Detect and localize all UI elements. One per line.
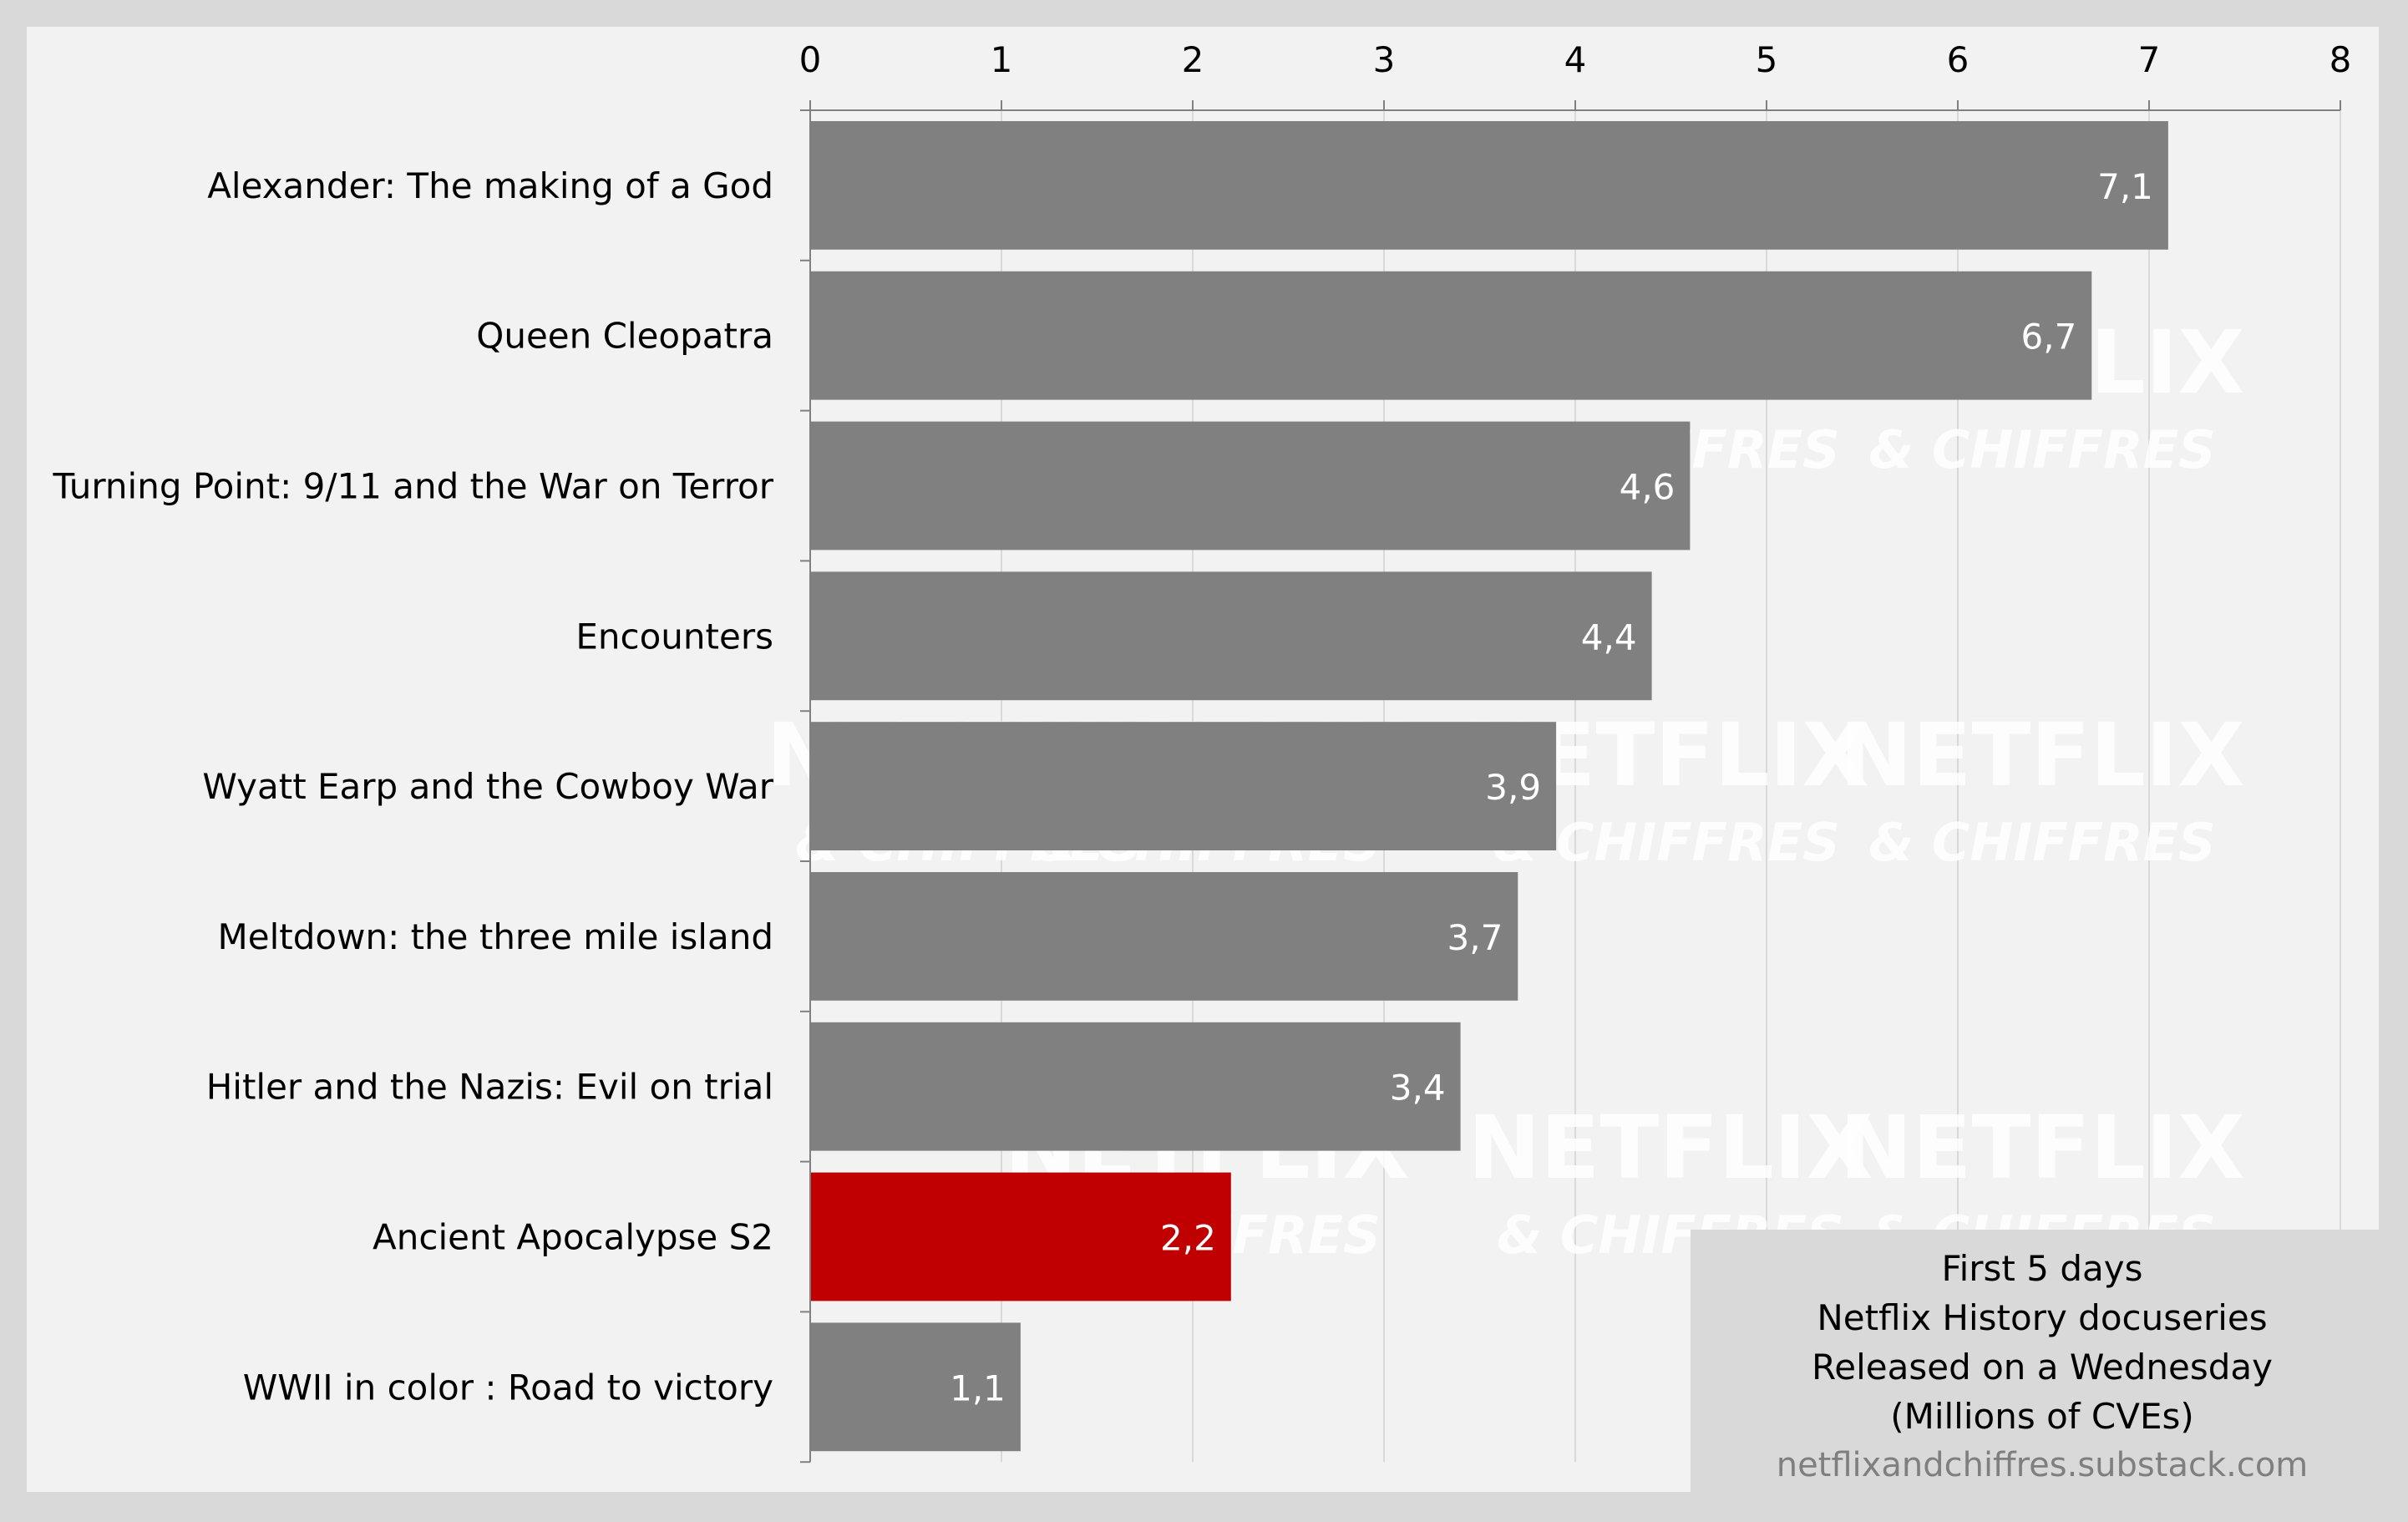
- bar: [810, 722, 1557, 850]
- info-box-background: [1691, 1230, 2379, 1492]
- x-tick-label: 7: [2138, 39, 2161, 80]
- x-tick-label: 5: [1756, 39, 1778, 80]
- watermark-sub: & CHIFFRES: [1868, 419, 2216, 480]
- bar: [810, 271, 2092, 400]
- bar: [810, 571, 1652, 701]
- watermark-brand: NETFLIX: [1468, 1097, 1873, 1199]
- x-tick-label: 1: [991, 39, 1013, 80]
- x-tick-label: 4: [1564, 39, 1587, 80]
- category-label: Ancient Apocalypse S2: [373, 1217, 773, 1258]
- info-line-4: (Millions of CVEs): [1890, 1396, 2194, 1437]
- category-label: Alexander: The making of a God: [207, 165, 773, 206]
- bar: [810, 1322, 1021, 1452]
- info-box: First 5 days Netflix History docuseries …: [1691, 1230, 2379, 1492]
- x-tick-label: 6: [1947, 39, 1969, 80]
- x-tick-label: 0: [799, 39, 822, 80]
- info-line-1: First 5 days: [1942, 1248, 2143, 1289]
- bar: [810, 421, 1691, 550]
- value-label: 4,4: [1581, 616, 1637, 657]
- bar-highlighted: [810, 1172, 1231, 1301]
- value-label: 6,7: [2021, 317, 2077, 358]
- info-line-2: Netflix History docuseries: [1817, 1297, 2267, 1338]
- category-label: Hitler and the Nazis: Evil on trial: [206, 1067, 773, 1108]
- category-label: Encounters: [575, 616, 773, 657]
- value-label: 1,1: [950, 1367, 1006, 1408]
- value-label: 2,2: [1160, 1218, 1216, 1259]
- info-line-3: Released on a Wednesday: [1812, 1347, 2273, 1388]
- source-url: netflixandchiffres.substack.com: [1777, 1446, 2309, 1484]
- value-label: 7,1: [2097, 166, 2153, 207]
- bar: [810, 1022, 1461, 1151]
- bar: [810, 872, 1518, 1001]
- x-tick-label: 2: [1182, 39, 1204, 80]
- x-tick-label: 8: [2329, 39, 2352, 80]
- category-label: Turning Point: 9/11 and the War on Terro…: [53, 466, 774, 507]
- category-label: WWII in color : Road to victory: [243, 1367, 773, 1408]
- category-label: Queen Cleopatra: [476, 316, 773, 357]
- watermark-sub: & CHIFFRES: [1868, 812, 2216, 873]
- bar: [810, 121, 2168, 250]
- category-label: Meltdown: the three mile island: [218, 916, 773, 957]
- value-label: 3,7: [1447, 917, 1503, 958]
- value-label: 4,6: [1620, 467, 1675, 508]
- category-label: Wyatt Earp and the Cowboy War: [202, 766, 773, 807]
- watermark-brand: NETFLIX: [1839, 704, 2244, 806]
- value-label: 3,9: [1485, 767, 1541, 808]
- x-tick-label: 3: [1373, 39, 1396, 80]
- watermark-brand: NETFLIX: [1839, 1097, 2244, 1199]
- value-label: 3,4: [1390, 1068, 1446, 1109]
